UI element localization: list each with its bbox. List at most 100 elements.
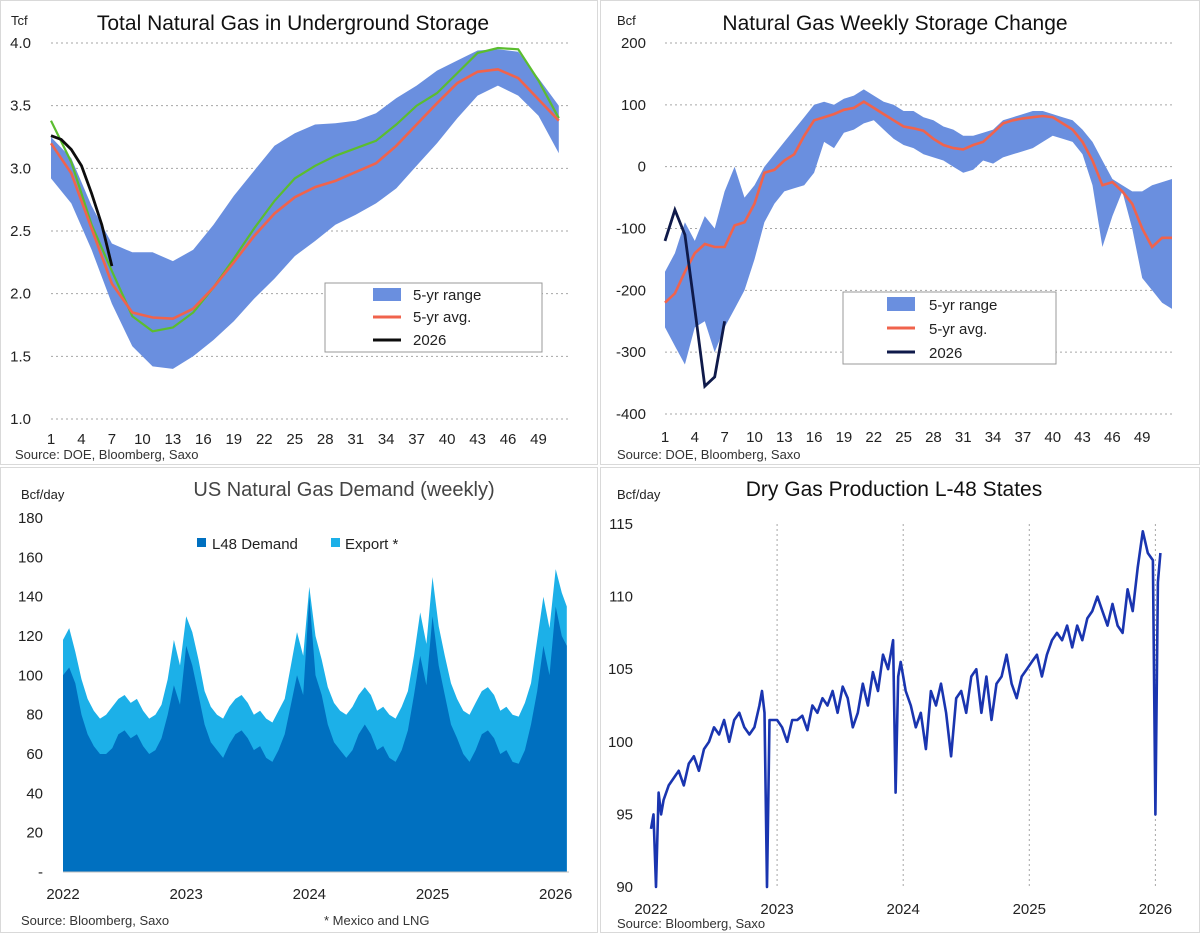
x-tick-label: 34 (985, 429, 1002, 446)
x-tick-label: 2022 (634, 901, 667, 918)
y-tick-label: 2.5 (10, 223, 31, 240)
legend-box (842, 291, 1057, 365)
x-tick-label: 16 (195, 431, 212, 448)
x-tick-labels: 1 4 7 10 13 16 19 22 25 28 31 34 37 40 43 46 49 (661, 429, 1151, 446)
x-tick-label: 2026 (1139, 901, 1172, 918)
y-tick-label: 20 (26, 825, 43, 842)
y-tick-label: 200 (621, 35, 646, 52)
y-tick-label: 100 (608, 734, 633, 751)
legend-label-avg: 5-yr avg. (929, 321, 987, 338)
y-tick-label: 140 (18, 589, 43, 606)
y-tick-label: -200 (616, 282, 646, 299)
y-tick-label: 110 (609, 589, 633, 606)
five-year-avg-line (664, 100, 1172, 304)
y-tick-label: 95 (616, 806, 633, 823)
x-tick-label: 1 (47, 431, 55, 448)
x-tick-label: 7 (108, 431, 116, 448)
chart-title: US Natural Gas Demand (weekly) (193, 479, 494, 501)
y-tick-labels: - 20 40 60 80 100 120 140 160 180 (18, 510, 43, 881)
x-tick-label: 31 (347, 431, 364, 448)
y-tick-label: 80 (26, 707, 43, 724)
x-tick-label: 4 (77, 431, 85, 448)
chart-title: Total Natural Gas in Underground Storage (97, 12, 489, 35)
x-tick-label: 22 (256, 431, 273, 448)
legend-box (324, 282, 543, 353)
y-tick-label: 60 (26, 746, 43, 763)
y-tick-label: 4.0 (10, 35, 31, 52)
x-tick-labels: 2022 2023 2024 2025 2026 (46, 886, 572, 903)
five-year-avg-line (49, 67, 560, 321)
x-tick-label: 13 (776, 429, 793, 446)
y-tick-label: 120 (18, 628, 43, 645)
y-tick-label: -100 (616, 221, 646, 238)
x-tick-label: 46 (1104, 429, 1121, 446)
storage-level-chart: Total Natural Gas in Underground Storage… (10, 12, 569, 462)
x-tick-label: 2025 (416, 886, 449, 903)
legend-label-export: Export * (345, 536, 399, 553)
x-tick-label: 7 (720, 429, 728, 446)
legend-swatch-range (373, 288, 401, 301)
y-tick-label: -300 (616, 344, 646, 361)
x-tick-label: 16 (806, 429, 823, 446)
source-note: Source: DOE, Bloomberg, Saxo (15, 447, 199, 462)
source-note: Source: Bloomberg, Saxo (21, 913, 169, 928)
legend-label-avg: 5-yr avg. (413, 309, 471, 326)
y-tick-label: 105 (608, 661, 633, 678)
legend-label-range: 5-yr range (929, 297, 997, 314)
legend-label-range: 5-yr range (413, 287, 481, 304)
x-tick-label: 2022 (46, 886, 79, 903)
x-tick-label: 31 (955, 429, 972, 446)
y-tick-label: - (38, 864, 43, 881)
x-tick-label: 25 (895, 429, 912, 446)
y-tick-label: 115 (609, 516, 633, 533)
x-tick-label: 46 (500, 431, 517, 448)
legend: L48 Demand Export * (197, 536, 399, 553)
y-tick-label: 1.5 (10, 348, 31, 365)
x-tick-label: 49 (1134, 429, 1151, 446)
x-tick-label: 40 (439, 431, 456, 448)
prev-year-line (50, 46, 560, 333)
chart-title: Dry Gas Production L-48 States (746, 478, 1042, 501)
x-tick-label: 2024 (293, 886, 326, 903)
x-tick-label: 25 (286, 431, 303, 448)
x-tick-label: 4 (691, 429, 699, 446)
legend-label-2026: 2026 (413, 332, 446, 349)
x-tick-label: 28 (317, 431, 334, 448)
x-tick-label: 13 (165, 431, 182, 448)
l48-demand-area (63, 596, 567, 872)
y-tick-labels: -400 -300 -200 -100 0 100 200 (616, 35, 646, 423)
legend-label-2026: 2026 (929, 345, 962, 362)
y-tick-label: 100 (621, 97, 646, 114)
demand-chart: US Natural Gas Demand (weekly) Bcf/day -… (18, 479, 572, 928)
year-2026-line (50, 134, 114, 267)
footnote: * Mexico and LNG (324, 913, 430, 928)
year-2026-line (663, 205, 726, 390)
y-tick-label: 100 (18, 667, 43, 684)
x-tick-labels: 1 4 7 10 13 16 19 22 25 28 31 34 37 40 43 46 49 (47, 431, 547, 448)
y-tick-label: 3.5 (10, 98, 31, 115)
five-year-range-band (665, 89, 1172, 365)
y-tick-label: 40 (26, 785, 43, 802)
y-tick-labels: 1.0 1.5 2.0 2.5 3.0 3.5 4.0 (10, 35, 31, 428)
x-tick-label: 40 (1044, 429, 1061, 446)
x-tick-label: 19 (836, 429, 853, 446)
storage-level-panel: Total Natural Gas in Underground Storage… (0, 0, 598, 465)
x-tick-label: 2026 (539, 886, 572, 903)
x-tick-label: 22 (865, 429, 882, 446)
y-tick-label: 90 (616, 879, 633, 896)
y-tick-label: 3.0 (10, 160, 31, 177)
x-tick-label: 43 (1074, 429, 1091, 446)
y-unit-label: Tcf (11, 13, 28, 28)
x-tick-label: 37 (1015, 429, 1032, 446)
y-unit-label: Bcf (617, 13, 636, 28)
production-panel: Dry Gas Production L-48 States Bcf/day 9… (600, 467, 1200, 933)
y-tick-label: 2.0 (10, 286, 31, 303)
legend-swatch-l48 (197, 538, 206, 547)
x-tick-label: 28 (925, 429, 942, 446)
x-tick-label: 49 (530, 431, 547, 448)
storage-change-panel: Natural Gas Weekly Storage Change Bcf -4… (600, 0, 1200, 465)
x-tick-label: 2024 (887, 901, 920, 918)
x-tick-label: 2023 (760, 901, 793, 918)
x-tick-label: 19 (225, 431, 242, 448)
production-chart: Dry Gas Production L-48 States Bcf/day 9… (608, 478, 1172, 931)
